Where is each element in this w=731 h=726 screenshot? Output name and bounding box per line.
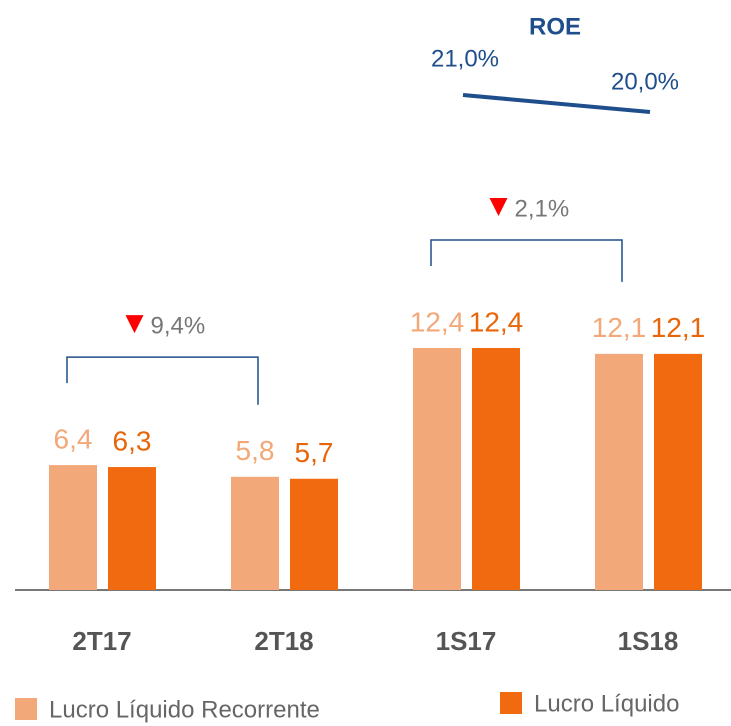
- x-tick-label: 2T18: [254, 626, 313, 656]
- legend-swatch: [15, 698, 37, 720]
- value-label: 5,7: [295, 437, 334, 468]
- bar: [49, 465, 97, 590]
- bar: [231, 476, 279, 590]
- change-label: 2,1%: [515, 195, 570, 222]
- bar: [108, 467, 156, 590]
- legend-label: Lucro Líquido: [534, 690, 679, 717]
- x-tick-label: 1S18: [618, 626, 679, 656]
- roe-label: 20,0%: [611, 68, 679, 95]
- value-label: 12,4: [410, 306, 465, 337]
- roe-label: 21,0%: [431, 45, 499, 72]
- value-label: 12,4: [469, 306, 524, 337]
- x-tick-label: 1S17: [436, 626, 497, 656]
- down-triangle: [489, 198, 508, 216]
- down-triangle: [125, 315, 144, 334]
- roe-title: ROE: [529, 13, 581, 40]
- value-label: 12,1: [651, 312, 706, 343]
- bar: [413, 348, 461, 590]
- bar: [290, 478, 338, 590]
- bracket: [66, 356, 259, 405]
- bar: [654, 353, 702, 590]
- legend-swatch: [500, 692, 522, 714]
- bracket: [430, 239, 623, 282]
- change-label: 9,4%: [151, 312, 206, 339]
- value-label: 6,3: [113, 425, 152, 456]
- roe-line: [462, 93, 651, 114]
- bar: [472, 348, 520, 590]
- x-tick-label: 2T17: [72, 626, 131, 656]
- value-label: 12,1: [592, 312, 647, 343]
- legend-label: Lucro Líquido Recorrente: [49, 696, 320, 723]
- value-label: 5,8: [236, 435, 275, 466]
- value-label: 6,4: [54, 423, 93, 454]
- bar: [595, 353, 643, 590]
